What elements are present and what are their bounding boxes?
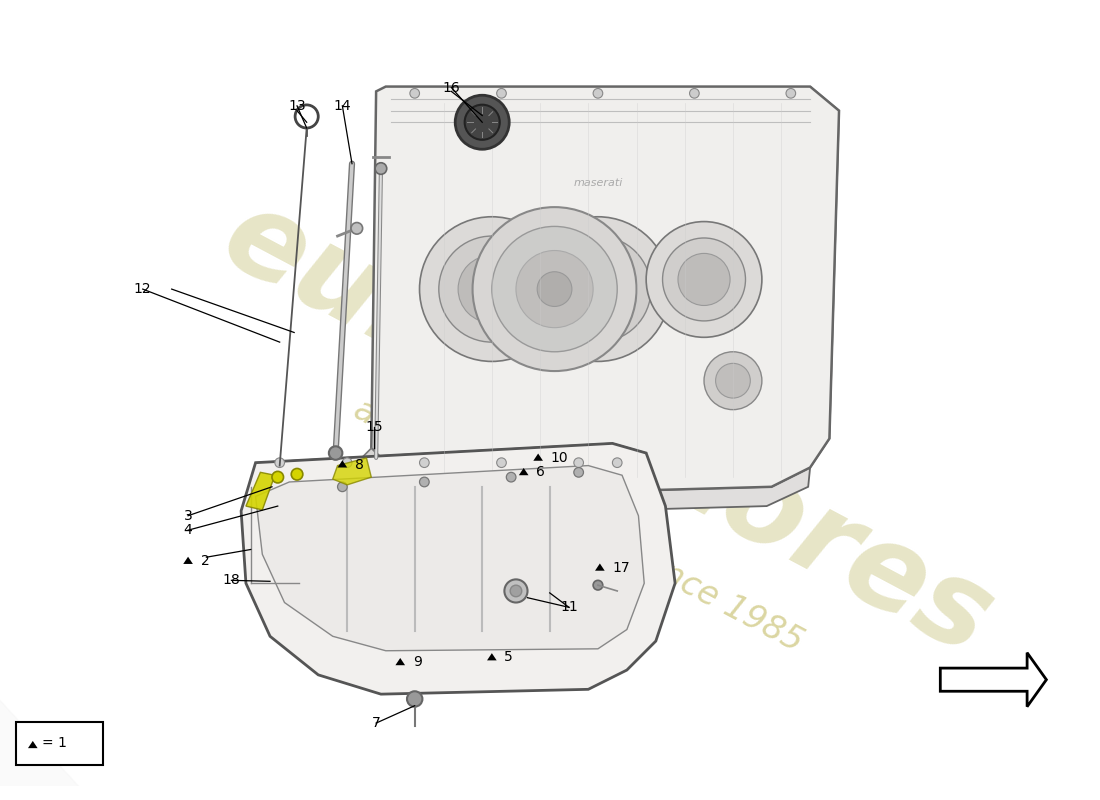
Text: maserati: maserati [573, 178, 623, 188]
Circle shape [537, 272, 572, 306]
Text: 15: 15 [365, 420, 383, 434]
Text: 5: 5 [505, 650, 513, 665]
Circle shape [458, 255, 526, 323]
Text: 4: 4 [184, 523, 192, 537]
Circle shape [574, 458, 583, 467]
Circle shape [690, 89, 700, 98]
Text: a passion for parts since 1985: a passion for parts since 1985 [349, 393, 808, 658]
Polygon shape [338, 460, 348, 467]
Circle shape [564, 255, 631, 323]
Polygon shape [246, 472, 275, 510]
Circle shape [593, 89, 603, 98]
Circle shape [455, 95, 509, 150]
Circle shape [526, 217, 670, 362]
Circle shape [464, 105, 499, 140]
Polygon shape [395, 467, 810, 516]
Circle shape [574, 467, 583, 477]
Polygon shape [241, 443, 675, 694]
Polygon shape [362, 448, 415, 511]
Circle shape [419, 217, 564, 362]
Circle shape [473, 207, 637, 371]
Polygon shape [595, 563, 605, 570]
Text: 16: 16 [442, 81, 460, 94]
Polygon shape [332, 458, 372, 485]
Circle shape [662, 238, 746, 321]
Circle shape [492, 226, 617, 352]
Circle shape [419, 458, 429, 467]
Circle shape [342, 458, 352, 467]
Circle shape [678, 254, 730, 306]
Circle shape [275, 458, 285, 467]
Polygon shape [534, 454, 543, 461]
Circle shape [505, 579, 528, 602]
Circle shape [506, 472, 516, 482]
Text: euromotores: euromotores [204, 178, 1011, 680]
Polygon shape [184, 557, 192, 564]
Circle shape [613, 458, 621, 467]
Circle shape [786, 89, 795, 98]
Text: 2: 2 [200, 554, 209, 568]
Circle shape [544, 236, 651, 342]
Polygon shape [395, 658, 405, 666]
Circle shape [439, 236, 544, 342]
Circle shape [351, 222, 363, 234]
Circle shape [292, 469, 302, 480]
Circle shape [704, 352, 762, 410]
Text: 10: 10 [551, 451, 569, 465]
Polygon shape [372, 86, 839, 497]
Text: 11: 11 [560, 600, 578, 614]
Circle shape [646, 222, 762, 338]
Circle shape [329, 446, 342, 460]
Circle shape [338, 482, 348, 492]
Text: 18: 18 [222, 574, 240, 587]
Text: 9: 9 [412, 655, 421, 670]
Text: 6: 6 [536, 466, 546, 479]
Text: 13: 13 [288, 99, 306, 113]
Text: 7: 7 [372, 716, 381, 730]
Circle shape [407, 691, 422, 706]
Circle shape [497, 458, 506, 467]
Text: 8: 8 [355, 458, 364, 472]
Text: 12: 12 [134, 282, 152, 296]
Circle shape [419, 477, 429, 486]
Polygon shape [255, 443, 646, 475]
Text: 17: 17 [613, 561, 630, 575]
Text: 14: 14 [333, 99, 351, 113]
Circle shape [716, 363, 750, 398]
Polygon shape [0, 432, 249, 800]
Polygon shape [28, 741, 37, 748]
Circle shape [516, 250, 593, 328]
Circle shape [410, 89, 419, 98]
Text: = 1: = 1 [43, 736, 67, 750]
Polygon shape [487, 653, 497, 660]
Circle shape [272, 471, 284, 483]
Circle shape [497, 89, 506, 98]
Polygon shape [519, 468, 528, 475]
Circle shape [593, 580, 603, 590]
Circle shape [510, 585, 521, 597]
Circle shape [375, 162, 387, 174]
Polygon shape [810, 86, 839, 467]
Text: 3: 3 [184, 509, 192, 522]
FancyBboxPatch shape [16, 722, 103, 765]
Polygon shape [255, 466, 645, 650]
